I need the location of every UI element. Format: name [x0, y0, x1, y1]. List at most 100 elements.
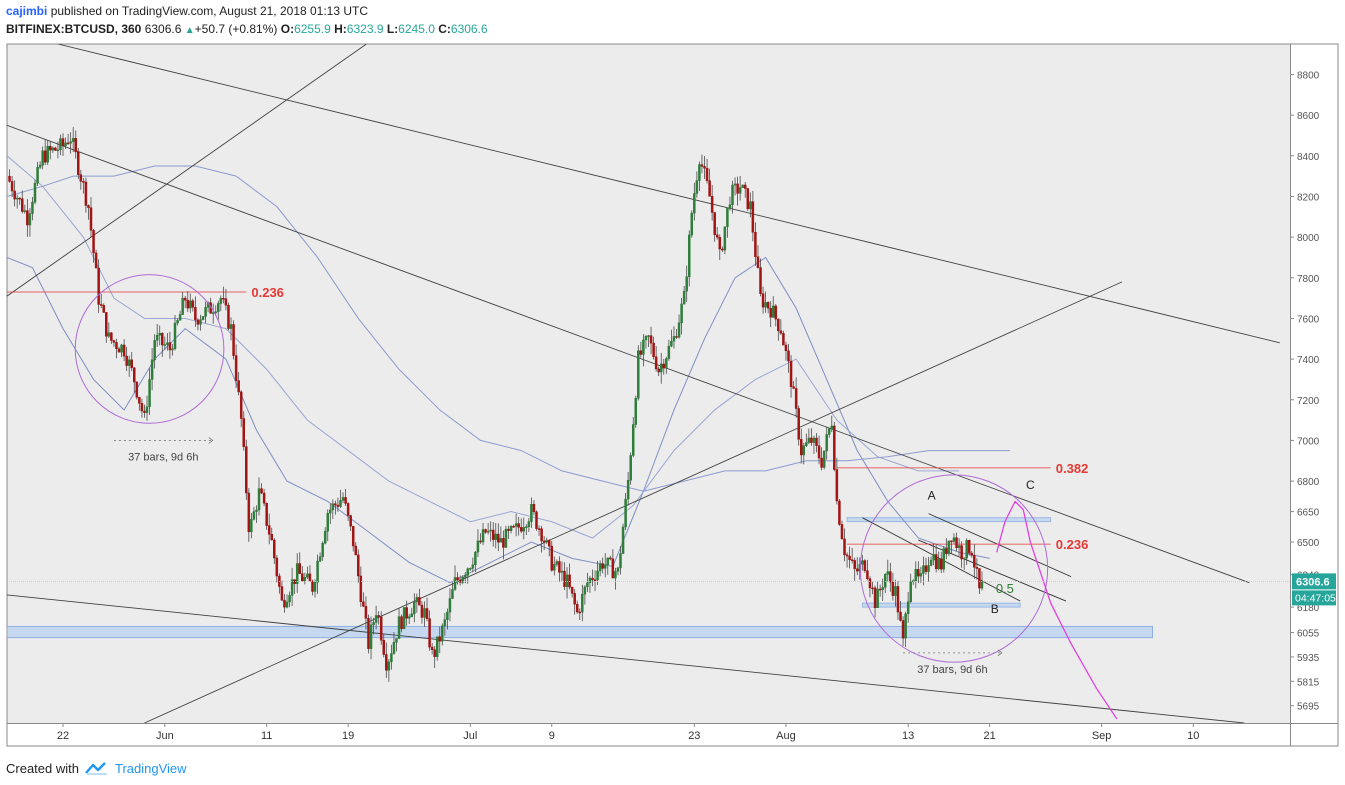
candle-body [794, 388, 798, 409]
x-tick-label: 13 [902, 730, 914, 742]
candle-body [863, 560, 867, 571]
candle-body [756, 256, 760, 268]
candle-body [644, 336, 648, 341]
candle-body [693, 193, 696, 214]
candle-body [624, 498, 627, 528]
candle-body [214, 311, 217, 314]
candle-body [194, 307, 197, 321]
moving-average-1 [7, 256, 990, 584]
candle-body [186, 299, 189, 309]
candle-body [634, 398, 638, 425]
candle-body [973, 555, 976, 568]
candle-body [695, 180, 699, 194]
candle-body [303, 577, 307, 582]
candle-body [346, 503, 350, 516]
candle-body [771, 305, 775, 318]
candle-body [267, 525, 271, 535]
candle-body [591, 577, 594, 581]
moving-average-3 [7, 165, 1010, 492]
candle-body [94, 252, 98, 269]
candle-body [713, 212, 716, 236]
publish-line: cajimbi published on TradingView.com, Au… [6, 2, 1336, 20]
candle-body [138, 396, 141, 404]
candle-body [10, 181, 14, 192]
candle-body [573, 593, 576, 605]
candle-body [217, 303, 220, 313]
candle-body [906, 601, 910, 615]
candle-body [817, 445, 821, 459]
candle-body [385, 654, 388, 671]
candle-body [705, 167, 709, 181]
footer: Created with TradingView [6, 758, 187, 778]
candle-body [878, 588, 882, 591]
candle-body [527, 521, 531, 528]
candle-body [92, 230, 95, 254]
candle-body [950, 540, 953, 543]
candle-body [787, 350, 790, 362]
candle-body [761, 293, 765, 308]
candle-body [476, 540, 480, 553]
candle-body [502, 538, 505, 548]
candle-body [15, 197, 19, 200]
y-tick-label: 8400 [1297, 152, 1320, 163]
y-tick-label: 7600 [1297, 314, 1320, 325]
candle-body [318, 556, 322, 562]
candle-body [275, 557, 279, 577]
x-tick-label: Jul [463, 730, 477, 742]
candle-body [840, 524, 844, 540]
candle-body [66, 142, 70, 145]
fib-level-label: 0.382 [1056, 461, 1089, 476]
x-tick-label: 9 [549, 730, 555, 742]
trendline [7, 44, 367, 297]
candle-body [349, 515, 352, 527]
candle-body [777, 318, 780, 331]
candle-body [962, 557, 966, 560]
candle-body [461, 577, 464, 583]
bar-range-arrow-icon [208, 437, 214, 444]
candle-body [173, 322, 177, 349]
candle-body [451, 589, 454, 599]
candle-body [891, 581, 895, 596]
candle-body [374, 615, 378, 623]
candle-body [125, 355, 128, 366]
high-label: H: [334, 22, 347, 36]
candle-body [774, 305, 778, 320]
candle-body [662, 363, 666, 369]
candle-body [682, 290, 686, 305]
candle-body [825, 434, 828, 452]
candle-body [486, 530, 490, 533]
y-tick-label: 6500 [1297, 538, 1320, 549]
y-tick-label: 5695 [1297, 702, 1320, 713]
candle-body [273, 539, 276, 559]
candle-body [413, 601, 416, 615]
candle-body [779, 330, 783, 334]
candle-body [922, 565, 925, 574]
candle-body [670, 340, 673, 347]
candle-body [606, 557, 610, 565]
candle-body [107, 332, 111, 337]
candle-body [311, 580, 314, 592]
candle-body [178, 314, 182, 321]
candle-body [285, 601, 289, 608]
candle-body [525, 526, 528, 529]
x-tick-label: 11 [261, 730, 272, 742]
candle-body [835, 469, 839, 502]
candle-body [143, 410, 146, 413]
candle-body [51, 147, 55, 151]
author-link[interactable]: cajimbi [6, 4, 48, 18]
candle-body [754, 231, 757, 257]
candle-body [810, 437, 813, 443]
candle-body [929, 559, 933, 566]
candle-body [64, 142, 67, 146]
candle-body [639, 350, 643, 355]
candle-body [161, 332, 164, 346]
candle-body [537, 528, 541, 530]
tradingview-link[interactable]: TradingView [114, 760, 187, 776]
tradingview-logo-icon [85, 762, 107, 775]
candle-body [270, 534, 273, 541]
candle-body [886, 571, 890, 575]
projection-path [996, 500, 1118, 720]
candle-body [306, 573, 309, 578]
candle-body [960, 545, 963, 560]
